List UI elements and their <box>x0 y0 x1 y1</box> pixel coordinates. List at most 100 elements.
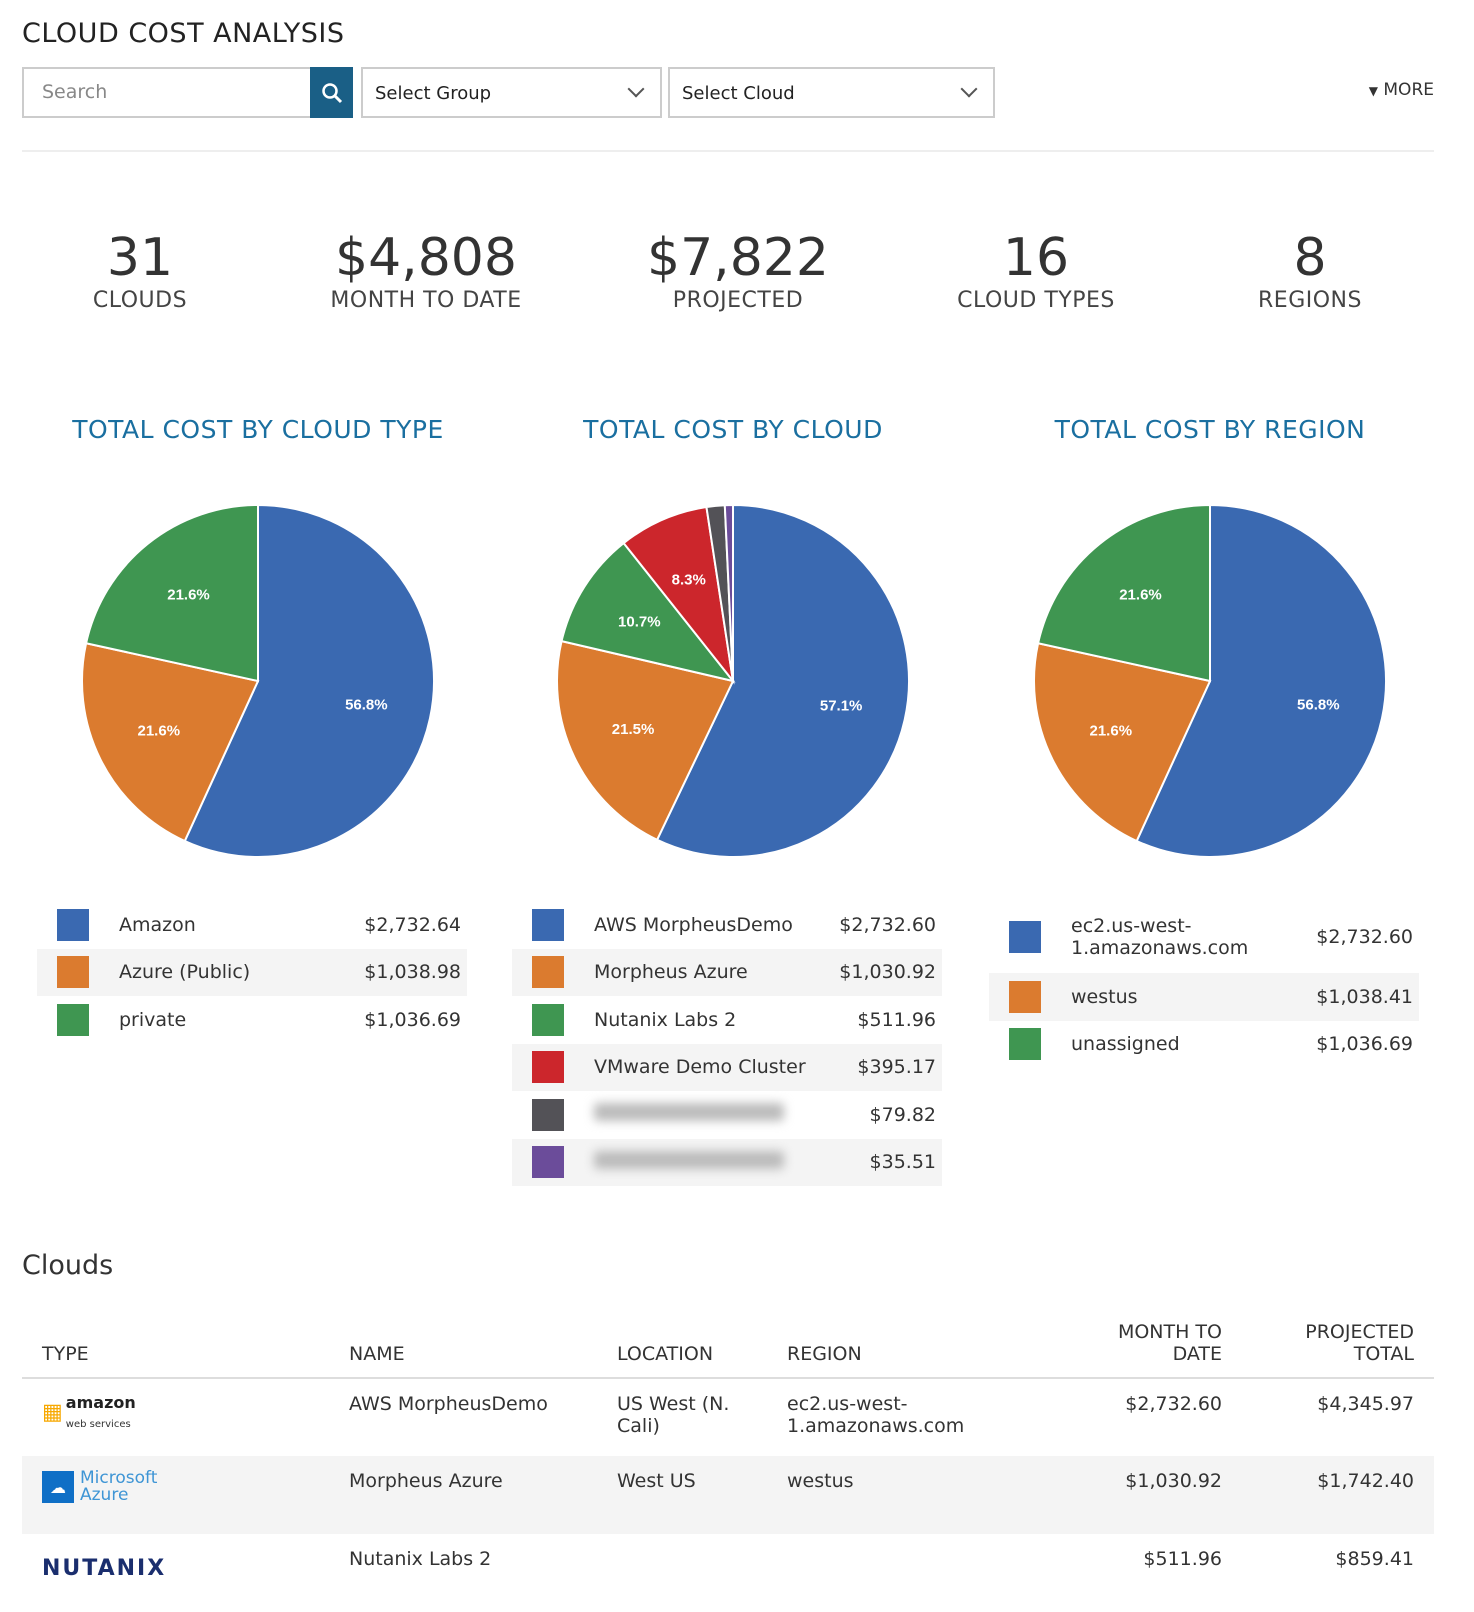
more-button[interactable]: ▼ MORE <box>1369 80 1434 100</box>
legend-name: westus <box>1071 985 1138 1008</box>
stat-label: CLOUDS <box>92 288 188 313</box>
select-group-label: Select Group <box>375 83 492 104</box>
legend-name: VMware Demo Cluster <box>594 1056 806 1079</box>
pie-percent-label: 21.6% <box>1119 587 1162 604</box>
col-type[interactable]: TYPE <box>22 1305 329 1379</box>
stat-label: CLOUD TYPES <box>957 288 1115 313</box>
cell-name[interactable]: AWS MorpheusDemo <box>349 1393 548 1415</box>
legend-item[interactable]: private $1,036.69 <box>37 996 467 1044</box>
legend-value: $35.51 <box>869 1151 936 1174</box>
pie-slice[interactable] <box>622 505 735 685</box>
pie-slice[interactable] <box>1036 505 1211 683</box>
table-row[interactable]: ☁ Microsoft Azure Morpheus Azure West US west… <box>22 1456 1434 1534</box>
legend-item[interactable]: Amazon $2,732.64 <box>37 901 467 949</box>
clouds-heading: Clouds <box>22 1250 114 1281</box>
cell-name[interactable]: Nutanix Labs 2 <box>349 1548 492 1570</box>
legend-value: $511.96 <box>857 1008 936 1031</box>
cell-type: ▦ amazon web services <box>22 1378 329 1456</box>
pie-percent-label: 21.6% <box>1090 722 1133 739</box>
legend-name: Nutanix Labs 2 <box>594 1008 737 1031</box>
legend-swatch <box>57 908 89 941</box>
cell-location: US West (N. Cali) <box>617 1393 730 1437</box>
search-input[interactable]: Search <box>22 67 312 118</box>
legend-name: Azure (Public) <box>119 961 251 984</box>
search-button[interactable] <box>310 67 353 118</box>
stat-label: PROJECTED <box>672 288 804 313</box>
pie-slice[interactable] <box>655 505 909 857</box>
cell-location: West US <box>597 1456 767 1534</box>
legend-name: private <box>119 1008 187 1031</box>
legend-value: $1,038.98 <box>364 961 461 984</box>
legend-swatch <box>532 1003 564 1036</box>
pie-slice[interactable] <box>82 642 260 843</box>
legend-value: $1,036.69 <box>364 1008 461 1031</box>
pie-slice[interactable] <box>1135 505 1386 857</box>
pie-percent-label: 56.8% <box>1297 697 1340 714</box>
cell-projected: $859.41 <box>1335 1548 1414 1570</box>
stat-regions: 8 REGIONS <box>1160 228 1460 313</box>
cell-projected: $1,742.40 <box>1242 1456 1434 1534</box>
pie-slice[interactable] <box>557 639 735 842</box>
pie-chart: 56.8% 21.6% 21.6% <box>1034 505 1386 857</box>
col-month-to-date-label: MONTH TO DATE <box>1117 1321 1222 1365</box>
pie-slice[interactable] <box>723 505 734 682</box>
clouds-table: TYPE NAME LOCATION REGION MONTH TO DATE … <box>22 1305 1434 1612</box>
pie-slice[interactable] <box>1034 642 1212 843</box>
legend-swatch <box>1009 921 1041 953</box>
legend-value: $2,732.64 <box>364 913 461 936</box>
pie-slice[interactable] <box>560 541 736 683</box>
chart-title: TOTAL COST BY REGION <box>1054 415 1366 444</box>
chart-title: TOTAL COST BY CLOUD TYPE <box>72 415 444 444</box>
stat-label: MONTH TO DATE <box>330 288 522 313</box>
col-projected-label: PROJECTED TOTAL <box>1305 1321 1414 1365</box>
col-projected-total[interactable]: PROJECTED TOTAL <box>1242 1305 1434 1379</box>
stat-label: REGIONS <box>1258 288 1362 313</box>
legend-item[interactable]: ec2.us-west-1.amazonaws.com $2,732.60 <box>989 901 1419 973</box>
redacted-name <box>594 1150 784 1169</box>
cell-type: NUTANIX <box>22 1534 329 1612</box>
legend-item[interactable]: Azure (Public) $1,038.98 <box>37 948 467 996</box>
col-name[interactable]: NAME <box>329 1305 597 1379</box>
legend-item[interactable]: Morpheus Azure $1,030.92 <box>512 948 942 996</box>
legend-value: $2,732.60 <box>839 913 936 936</box>
legend-item[interactable]: $35.51 <box>512 1138 942 1186</box>
legend-swatch <box>532 1051 564 1084</box>
select-cloud-dropdown[interactable]: Select Cloud <box>668 67 995 118</box>
legend-item[interactable]: westus $1,038.41 <box>989 973 1419 1021</box>
legend-swatch <box>57 1003 89 1036</box>
legend-name: ec2.us-west-1.amazonaws.com <box>1071 915 1249 959</box>
table-row[interactable]: ▦ amazon web services AWS MorpheusDemo US We… <box>22 1378 1434 1456</box>
legend-swatch <box>1009 1028 1041 1061</box>
cell-location <box>597 1534 767 1612</box>
stat-value: 8 <box>1293 228 1327 288</box>
legend-value: $79.82 <box>869 1103 936 1126</box>
col-month-to-date[interactable]: MONTH TO DATE <box>1017 1305 1242 1379</box>
col-location[interactable]: LOCATION <box>597 1305 767 1379</box>
legend-item[interactable]: unassigned $1,036.69 <box>989 1021 1419 1069</box>
chevron-down-icon <box>627 80 645 98</box>
pie-slice[interactable] <box>84 505 259 683</box>
pie-chart: 56.8% 21.6% 21.6% <box>82 505 434 857</box>
pie-percent-label: 10.7% <box>618 614 661 631</box>
legend-name: Amazon <box>119 913 196 936</box>
cell-name[interactable]: Morpheus Azure <box>329 1456 597 1534</box>
more-label: MORE <box>1383 80 1434 100</box>
legend-swatch <box>57 956 89 989</box>
table-row[interactable]: NUTANIX Nutanix Labs 2 $511.96 $859.41 <box>22 1534 1434 1612</box>
select-group-dropdown[interactable]: Select Group <box>361 67 662 118</box>
stat-month-to-date: $4,808 MONTH TO DATE <box>276 228 576 313</box>
legend-value: $1,038.41 <box>1316 985 1413 1008</box>
cell-month-to-date: $1,030.92 <box>1017 1456 1242 1534</box>
stat-value: 31 <box>106 228 174 288</box>
page-title: CLOUD COST ANALYSIS <box>22 18 345 49</box>
legend-item[interactable]: Nutanix Labs 2 $511.96 <box>512 996 942 1044</box>
legend-item[interactable]: AWS MorpheusDemo $2,732.60 <box>512 901 942 949</box>
stat-value: $7,822 <box>647 228 829 288</box>
legend-item[interactable]: VMware Demo Cluster $395.17 <box>512 1043 942 1091</box>
pie-slice[interactable] <box>183 505 434 857</box>
aws-logo: ▦ amazon web services <box>42 1393 136 1430</box>
col-region[interactable]: REGION <box>767 1305 1017 1379</box>
legend-item[interactable]: $79.82 <box>512 1091 942 1139</box>
stat-value: 16 <box>1002 228 1070 288</box>
select-cloud-label: Select Cloud <box>682 83 795 104</box>
